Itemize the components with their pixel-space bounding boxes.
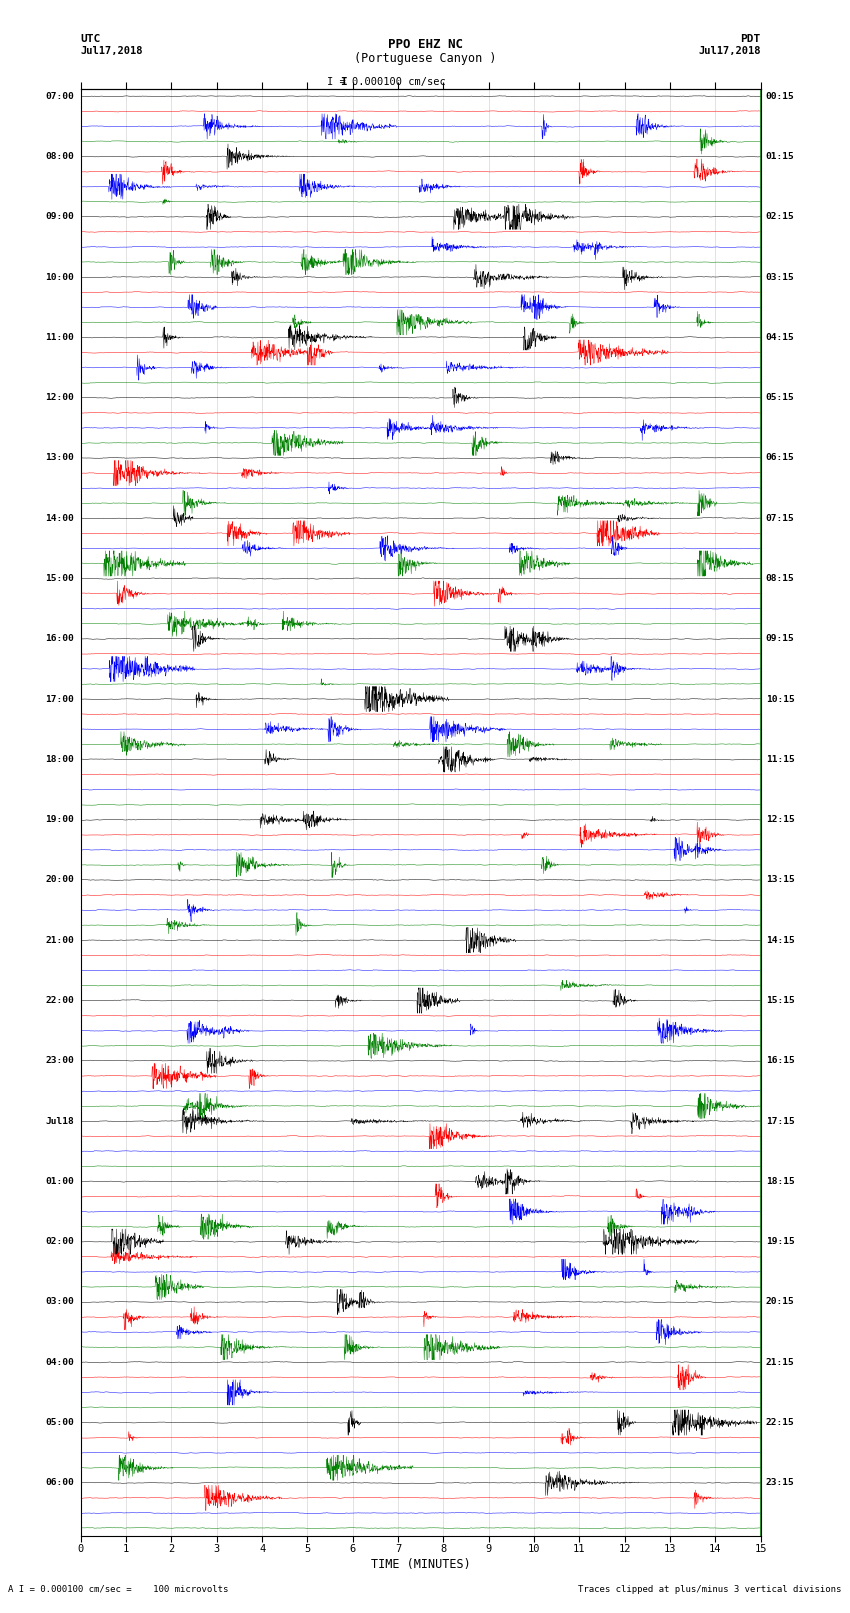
Text: PDT: PDT (740, 34, 761, 44)
Text: 14:00: 14:00 (45, 515, 74, 523)
Text: 07:15: 07:15 (766, 515, 795, 523)
Text: PPO EHZ NC: PPO EHZ NC (388, 37, 462, 50)
Text: 09:00: 09:00 (45, 213, 74, 221)
Text: 21:00: 21:00 (45, 936, 74, 945)
Text: 05:15: 05:15 (766, 394, 795, 402)
Text: 18:15: 18:15 (766, 1177, 795, 1186)
Text: 09:15: 09:15 (766, 634, 795, 644)
Text: 15:00: 15:00 (45, 574, 74, 582)
Text: 02:15: 02:15 (766, 213, 795, 221)
Text: 21:15: 21:15 (766, 1358, 795, 1366)
Text: 12:15: 12:15 (766, 815, 795, 824)
Text: A I = 0.000100 cm/sec =    100 microvolts: A I = 0.000100 cm/sec = 100 microvolts (8, 1584, 229, 1594)
Text: 06:00: 06:00 (45, 1479, 74, 1487)
Text: 17:00: 17:00 (45, 695, 74, 703)
Text: 01:15: 01:15 (766, 152, 795, 161)
Text: 22:15: 22:15 (766, 1418, 795, 1428)
Text: 19:00: 19:00 (45, 815, 74, 824)
Text: 03:00: 03:00 (45, 1297, 74, 1307)
Text: 01:00: 01:00 (45, 1177, 74, 1186)
Text: Jul17,2018: Jul17,2018 (81, 47, 144, 56)
Text: 16:00: 16:00 (45, 634, 74, 644)
Text: UTC: UTC (81, 34, 101, 44)
Text: 07:00: 07:00 (45, 92, 74, 100)
Text: 05:00: 05:00 (45, 1418, 74, 1428)
Text: 17:15: 17:15 (766, 1116, 795, 1126)
Text: 12:00: 12:00 (45, 394, 74, 402)
Text: 20:15: 20:15 (766, 1297, 795, 1307)
Text: 13:15: 13:15 (766, 876, 795, 884)
Text: 23:00: 23:00 (45, 1057, 74, 1065)
Text: 03:15: 03:15 (766, 273, 795, 282)
Text: I: I (340, 77, 347, 87)
Text: 11:15: 11:15 (766, 755, 795, 765)
Text: 23:15: 23:15 (766, 1479, 795, 1487)
Text: 02:00: 02:00 (45, 1237, 74, 1247)
Text: 13:00: 13:00 (45, 453, 74, 463)
Text: Jul17,2018: Jul17,2018 (698, 47, 761, 56)
Text: 10:00: 10:00 (45, 273, 74, 282)
Text: 15:15: 15:15 (766, 997, 795, 1005)
Text: 18:00: 18:00 (45, 755, 74, 765)
X-axis label: TIME (MINUTES): TIME (MINUTES) (371, 1558, 471, 1571)
Text: 08:00: 08:00 (45, 152, 74, 161)
Text: 14:15: 14:15 (766, 936, 795, 945)
Text: 06:15: 06:15 (766, 453, 795, 463)
Text: 08:15: 08:15 (766, 574, 795, 582)
Text: 11:00: 11:00 (45, 332, 74, 342)
Text: 22:00: 22:00 (45, 997, 74, 1005)
Text: 10:15: 10:15 (766, 695, 795, 703)
Text: (Portuguese Canyon ): (Portuguese Canyon ) (354, 52, 496, 65)
Text: 16:15: 16:15 (766, 1057, 795, 1065)
Text: 04:00: 04:00 (45, 1358, 74, 1366)
Text: 20:00: 20:00 (45, 876, 74, 884)
Text: Jul18: Jul18 (45, 1116, 74, 1126)
Text: I = 0.000100 cm/sec: I = 0.000100 cm/sec (327, 77, 446, 87)
Text: 19:15: 19:15 (766, 1237, 795, 1247)
Text: 00:15: 00:15 (766, 92, 795, 100)
Text: 04:15: 04:15 (766, 332, 795, 342)
Text: Traces clipped at plus/minus 3 vertical divisions: Traces clipped at plus/minus 3 vertical … (578, 1584, 842, 1594)
